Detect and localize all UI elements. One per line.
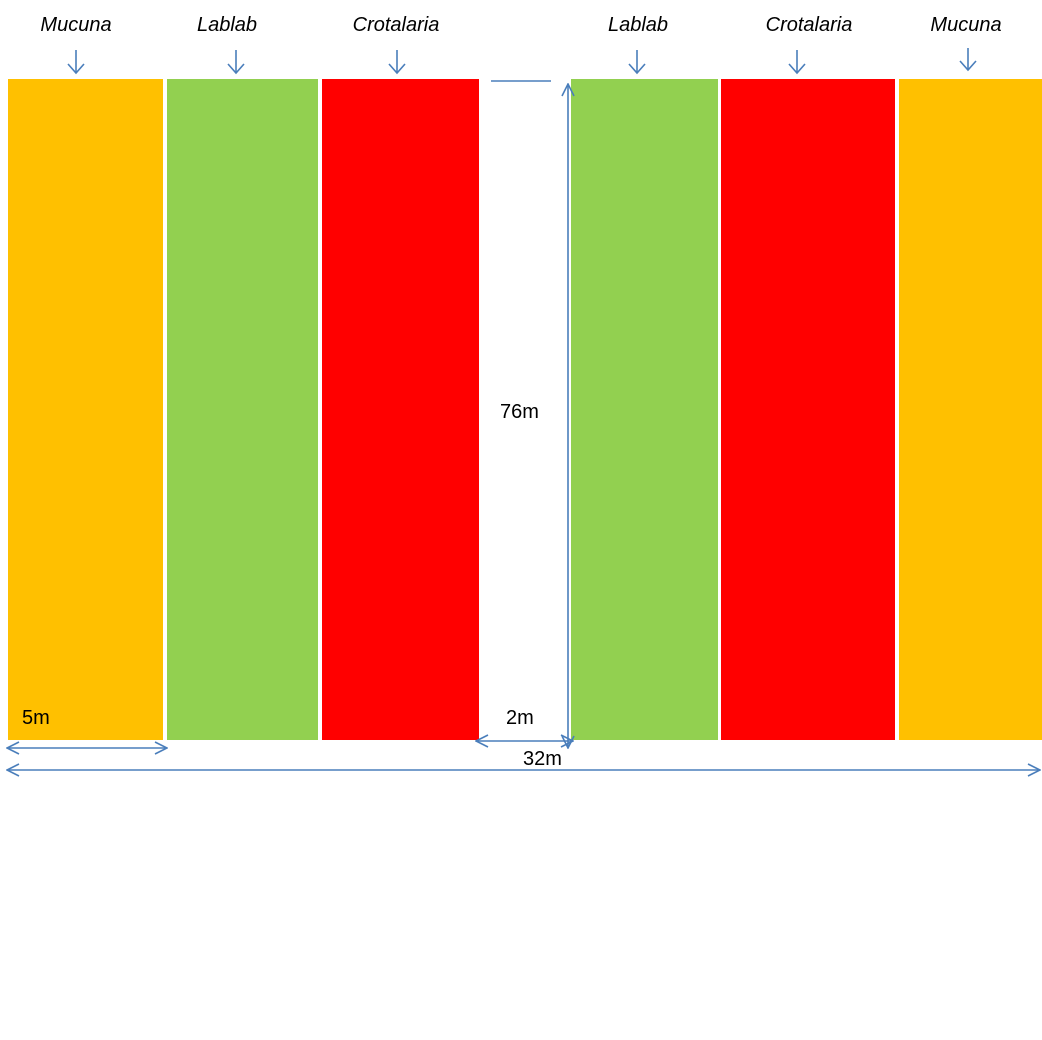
path-width-label: 2m [506, 707, 534, 729]
plot-strip-lablab-right [571, 79, 718, 740]
plot-label-lablab-left: Lablab [196, 14, 258, 36]
plot-label-lablab-right: Lablab [607, 14, 669, 36]
plot-width-label: 5m [22, 707, 50, 729]
plot-length-label: 76m [500, 401, 539, 423]
down-arrow-icon [67, 50, 85, 75]
down-arrow-icon [959, 48, 977, 72]
plot-label-crotalaria-left: Crotalaria [352, 14, 440, 36]
down-arrow-icon [388, 50, 406, 75]
plot-label-mucuna-right: Mucuna [930, 14, 1002, 36]
down-arrow-icon [788, 50, 806, 75]
plot-strip-mucuna-left [8, 79, 163, 740]
down-arrow-icon [628, 50, 646, 75]
plot-strip-crotalaria-right [721, 79, 895, 740]
plot-strip-lablab-left [167, 79, 318, 740]
plot-strip-mucuna-right [899, 79, 1042, 740]
total-width-label: 32m [523, 748, 562, 770]
down-arrow-icon [227, 50, 245, 75]
plot-label-mucuna-left: Mucuna [40, 14, 112, 36]
plot-label-crotalaria-right: Crotalaria [765, 14, 853, 36]
plot-strip-crotalaria-left [322, 79, 479, 740]
